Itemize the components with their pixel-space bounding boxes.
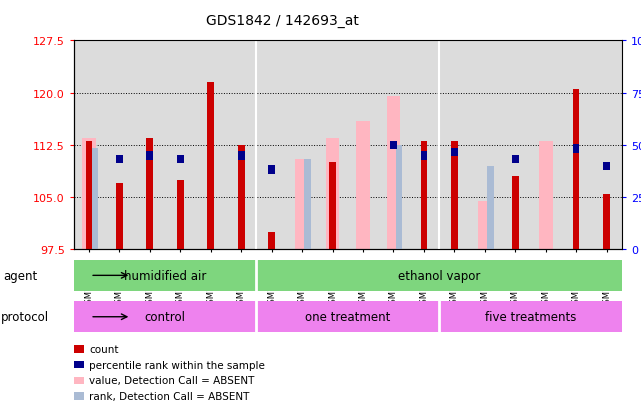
Text: rank, Detection Call = ABSENT: rank, Detection Call = ABSENT	[89, 391, 249, 401]
Bar	[603, 194, 610, 250]
Text: five treatments: five treatments	[485, 311, 576, 323]
Text: one treatment: one treatment	[305, 311, 390, 323]
Text: agent: agent	[3, 269, 37, 282]
Bar	[82, 139, 96, 250]
Bar	[74, 301, 256, 332]
Bar	[177, 180, 183, 250]
Bar	[147, 152, 153, 160]
Bar	[603, 162, 610, 171]
Bar	[177, 155, 183, 164]
Text: ethanol vapor: ethanol vapor	[398, 269, 480, 282]
Bar	[269, 166, 275, 174]
Bar	[451, 148, 458, 157]
Bar	[326, 139, 339, 250]
Bar	[86, 142, 92, 250]
Text: count: count	[89, 344, 119, 354]
Bar	[420, 142, 427, 250]
Bar	[439, 301, 622, 332]
Bar	[539, 142, 553, 250]
Bar	[420, 152, 427, 160]
Bar	[390, 141, 397, 150]
Bar	[296, 159, 309, 250]
Bar	[387, 97, 400, 250]
Bar	[356, 121, 370, 250]
Bar	[91, 149, 98, 250]
Bar	[395, 146, 403, 250]
Bar	[512, 177, 519, 250]
Bar	[238, 146, 244, 250]
Bar	[208, 83, 214, 250]
Bar	[256, 301, 439, 332]
Bar	[256, 260, 622, 291]
Bar	[269, 233, 275, 250]
Text: value, Detection Call = ABSENT: value, Detection Call = ABSENT	[89, 375, 254, 385]
Bar	[74, 260, 256, 291]
Text: GDS1842 / 142693_at: GDS1842 / 142693_at	[206, 14, 358, 28]
Bar	[487, 166, 494, 250]
Bar	[116, 184, 122, 250]
Text: protocol: protocol	[1, 311, 49, 324]
Text: control: control	[145, 311, 185, 323]
Bar	[478, 201, 492, 250]
Bar	[147, 139, 153, 250]
Bar	[451, 142, 458, 250]
Bar	[512, 155, 519, 164]
Text: humidified air: humidified air	[124, 269, 206, 282]
Bar	[238, 152, 244, 160]
Bar	[304, 159, 311, 250]
Bar	[573, 145, 579, 153]
Bar	[329, 163, 336, 250]
Bar	[573, 90, 579, 250]
Bar	[116, 155, 122, 164]
Text: percentile rank within the sample: percentile rank within the sample	[89, 360, 265, 370]
